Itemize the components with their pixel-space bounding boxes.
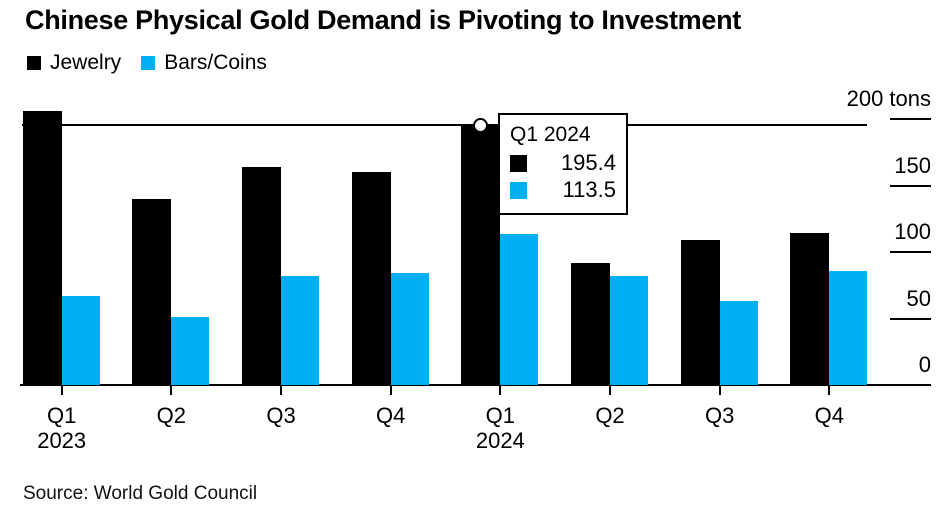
x-axis-year-label: 2024 (475, 428, 525, 453)
x-axis-tick (828, 385, 831, 395)
legend-swatch-jewelry (27, 56, 41, 70)
x-axis-label: Q2 (595, 403, 625, 428)
legend-label: Jewelry (50, 51, 122, 74)
bar-jewelry[interactable] (461, 125, 501, 385)
tooltip-swatch-jewelry (510, 154, 527, 172)
bar-bars-coins[interactable] (719, 301, 758, 385)
bar-jewelry[interactable] (132, 198, 172, 385)
y-axis-tick (890, 184, 931, 187)
bar-bars-coins[interactable] (829, 270, 868, 385)
tooltip: Q1 2024 195.4 113.5 (498, 113, 628, 215)
legend-label: Bars/Coins (164, 51, 267, 74)
y-axis-label: 0 (918, 352, 931, 377)
bar-bars-coins[interactable] (390, 273, 429, 385)
legend: Jewelry Bars/Coins (27, 52, 267, 74)
tooltip-title: Q1 2024 (510, 123, 591, 146)
crosshair-line (22, 124, 867, 127)
bar-bars-coins[interactable] (61, 295, 100, 385)
bar-bars-coins[interactable] (500, 234, 539, 385)
x-axis-tick (609, 385, 611, 395)
bar-jewelry[interactable] (571, 262, 610, 385)
tooltip-value: 195.4 (560, 150, 616, 175)
x-axis-tick (389, 385, 392, 395)
legend-swatch-bars-coins (141, 56, 156, 70)
x-axis-label: Q3 (266, 403, 296, 428)
x-axis-label: Q2 (156, 403, 187, 428)
bar-jewelry[interactable] (680, 240, 720, 385)
bar-jewelry[interactable] (790, 233, 830, 385)
legend-item: Jewelry (27, 52, 121, 74)
chart-title: Chinese Physical Gold Demand is Pivoting… (25, 5, 741, 35)
tooltip-row: 113.5 (510, 179, 616, 201)
x-axis-label: Q4 (375, 403, 406, 428)
y-axis-tick (890, 251, 931, 253)
x-axis-tick (280, 385, 283, 395)
hover-marker (473, 117, 489, 133)
y-axis-label: 150 (894, 152, 931, 178)
y-axis-tick (890, 118, 931, 120)
y-axis-label: 100 (894, 219, 931, 244)
x-axis-tick (499, 385, 502, 395)
y-axis-label: 50 (906, 285, 931, 311)
x-axis-tick (718, 385, 721, 395)
x-axis-tick (170, 385, 173, 395)
x-axis-baseline (20, 384, 931, 386)
tooltip-swatch-bars-coins (510, 181, 527, 199)
y-axis-label: 200 tons (846, 86, 931, 111)
x-axis-label: Q1 (47, 403, 77, 428)
x-axis-label: Q4 (814, 403, 844, 428)
tooltip-value: 113.5 (562, 177, 616, 202)
bar-jewelry[interactable] (242, 166, 282, 385)
tooltip-row: 195.4 (510, 152, 616, 174)
x-axis-label: Q1 (485, 403, 515, 428)
x-axis-label: Q3 (704, 403, 735, 428)
y-axis-tick (890, 317, 931, 320)
x-axis-tick (60, 385, 63, 395)
tooltip-rows: 195.4 113.5 (510, 152, 616, 201)
bar-bars-coins[interactable] (610, 275, 648, 385)
bar-jewelry[interactable] (22, 111, 62, 385)
bar-jewelry[interactable] (351, 172, 391, 385)
bar-bars-coins[interactable] (281, 275, 320, 385)
bar-bars-coins[interactable] (171, 317, 210, 385)
legend-item: Bars/Coins (141, 52, 267, 74)
x-axis-year-label: 2023 (37, 428, 87, 453)
source-note: Source: World Gold Council (23, 483, 258, 504)
